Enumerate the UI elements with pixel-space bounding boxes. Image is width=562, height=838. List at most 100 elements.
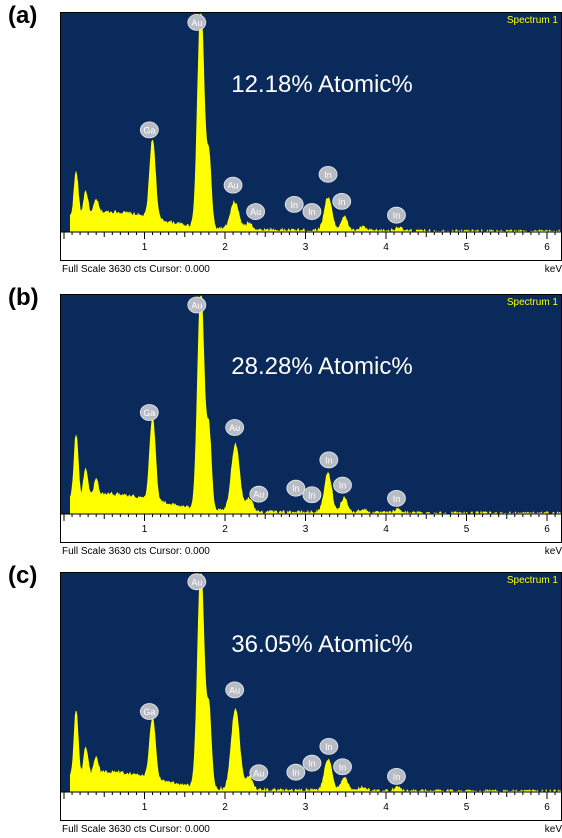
peak-marker-au: Au [225,419,245,436]
spectrum-plot: Spectrum 1 12.18% Atomic% Au Ga Au Au In In In In… [60,0,562,278]
marker-label: In [393,772,401,782]
footer-text: Full Scale 3630 cts Cursor: 0.000 [62,546,210,557]
marker-label: Au [191,301,202,311]
x-tick-label: 4 [383,524,389,535]
marker-label: Au [250,207,261,217]
marker-badge [387,206,406,224]
spectrum-plot: Spectrum 1 28.28% Atomic% Au Ga Au Au In In In In… [60,282,562,560]
marker-label: In [338,197,346,207]
marker-label: Au [228,181,239,191]
marker-label: Au [191,577,202,587]
peak-marker-ga: Ga [139,121,159,139]
peak-marker-in: In [286,479,306,497]
x-tick-label: 2 [222,524,228,535]
peak-marker-au: Au [223,176,243,194]
spectrum-chart: Spectrum 1 28.28% Atomic% Au Ga Au Au In In In In… [60,294,562,544]
panel-b: (b) Spectrum 1 28.28% Atomic% Au Ga Au Au In In… [0,282,562,560]
peak-marker-in: In [387,206,406,224]
marker-badge [286,763,306,781]
spectrum-label: Spectrum 1 [507,297,559,308]
peak-marker-in: In [318,165,338,183]
footer-text: Full Scale 3630 cts Cursor: 0.000 [62,264,210,275]
marker-badge [302,486,322,504]
marker-label: Ga [143,125,155,135]
x-tick-label: 6 [544,242,550,253]
marker-badge [302,203,322,220]
marker-label: In [308,207,316,217]
peak-marker-in: In [286,763,306,781]
panel-label: (b) [8,284,39,311]
plot-background [60,294,562,514]
marker-label: Au [191,18,202,28]
marker-label: Au [229,423,240,433]
marker-badge [286,479,306,497]
marker-label: In [308,759,316,769]
panel-c: (c) Spectrum 1 36.05% Atomic% Au Ga Au Au In In… [0,560,562,838]
marker-badge [249,485,269,503]
peak-marker-in: In [319,451,339,469]
marker-badge [187,14,207,31]
peak-marker-au: Au [249,764,269,782]
plot-background [60,12,562,232]
spectrum-series [70,573,562,794]
x-tick-label: 5 [464,242,470,253]
peak-marker-in: In [284,195,304,213]
marker-label: In [292,484,300,494]
marker-badge [319,451,339,469]
marker-badge [139,404,159,421]
marker-label: In [393,211,401,221]
x-unit: keV [544,264,562,275]
peak-marker-in: In [302,203,322,220]
marker-badge [187,573,207,591]
marker-badge [139,121,159,139]
footer-text: Full Scale 3630 cts Cursor: 0.000 [62,824,210,835]
marker-badge [332,192,352,210]
x-tick-label: 1 [142,242,148,253]
marker-badge [225,419,245,436]
x-tick-label: 2 [222,242,228,253]
marker-label: Au [229,685,240,695]
marker-badge [249,764,269,782]
x-tick-label: 1 [142,802,148,813]
peak-marker-in: In [302,754,322,772]
marker-badge [139,703,159,720]
x-tick-label: 4 [383,802,389,813]
marker-label: In [339,481,347,491]
x-tick-label: 3 [303,524,309,535]
marker-badge [318,165,338,183]
marker-label: Au [253,490,264,500]
marker-label: In [308,490,316,500]
marker-badge [223,176,243,194]
panel-label: (a) [8,2,38,29]
peak-marker-in: In [332,192,352,210]
marker-label: Au [253,768,264,778]
x-tick-label: 5 [464,524,470,535]
marker-badge [387,489,406,507]
peak-marker-in: In [387,489,406,507]
x-tick-label: 2 [222,802,228,813]
x-unit: keV [544,546,562,557]
marker-badge [225,681,245,699]
x-tick-label: 1 [142,524,148,535]
axis-area [60,232,562,262]
peak-marker-au: Au [187,14,207,31]
peak-marker-au: Au [187,296,207,314]
marker-badge [319,737,339,755]
peak-marker-in: In [333,758,352,776]
axis-area [60,792,562,822]
peak-marker-in: In [319,737,339,755]
spectrum-chart: Spectrum 1 12.18% Atomic% Au Ga Au Au In In In In… [60,12,562,262]
marker-label: Ga [143,408,155,418]
peak-marker-ga: Ga [139,404,159,421]
x-tick-label: 3 [303,242,309,253]
spectrum-label: Spectrum 1 [507,15,559,26]
x-tick-label: 6 [544,802,550,813]
marker-label: In [292,768,300,778]
x-unit: keV [544,824,562,835]
panel-label: (c) [8,562,38,589]
peak-marker-au: Au [246,203,265,220]
marker-badge [302,754,322,772]
marker-label: In [393,494,401,504]
spectrum-chart: Spectrum 1 36.05% Atomic% Au Ga Au Au In In In In… [60,572,562,822]
x-tick-label: 6 [544,524,550,535]
